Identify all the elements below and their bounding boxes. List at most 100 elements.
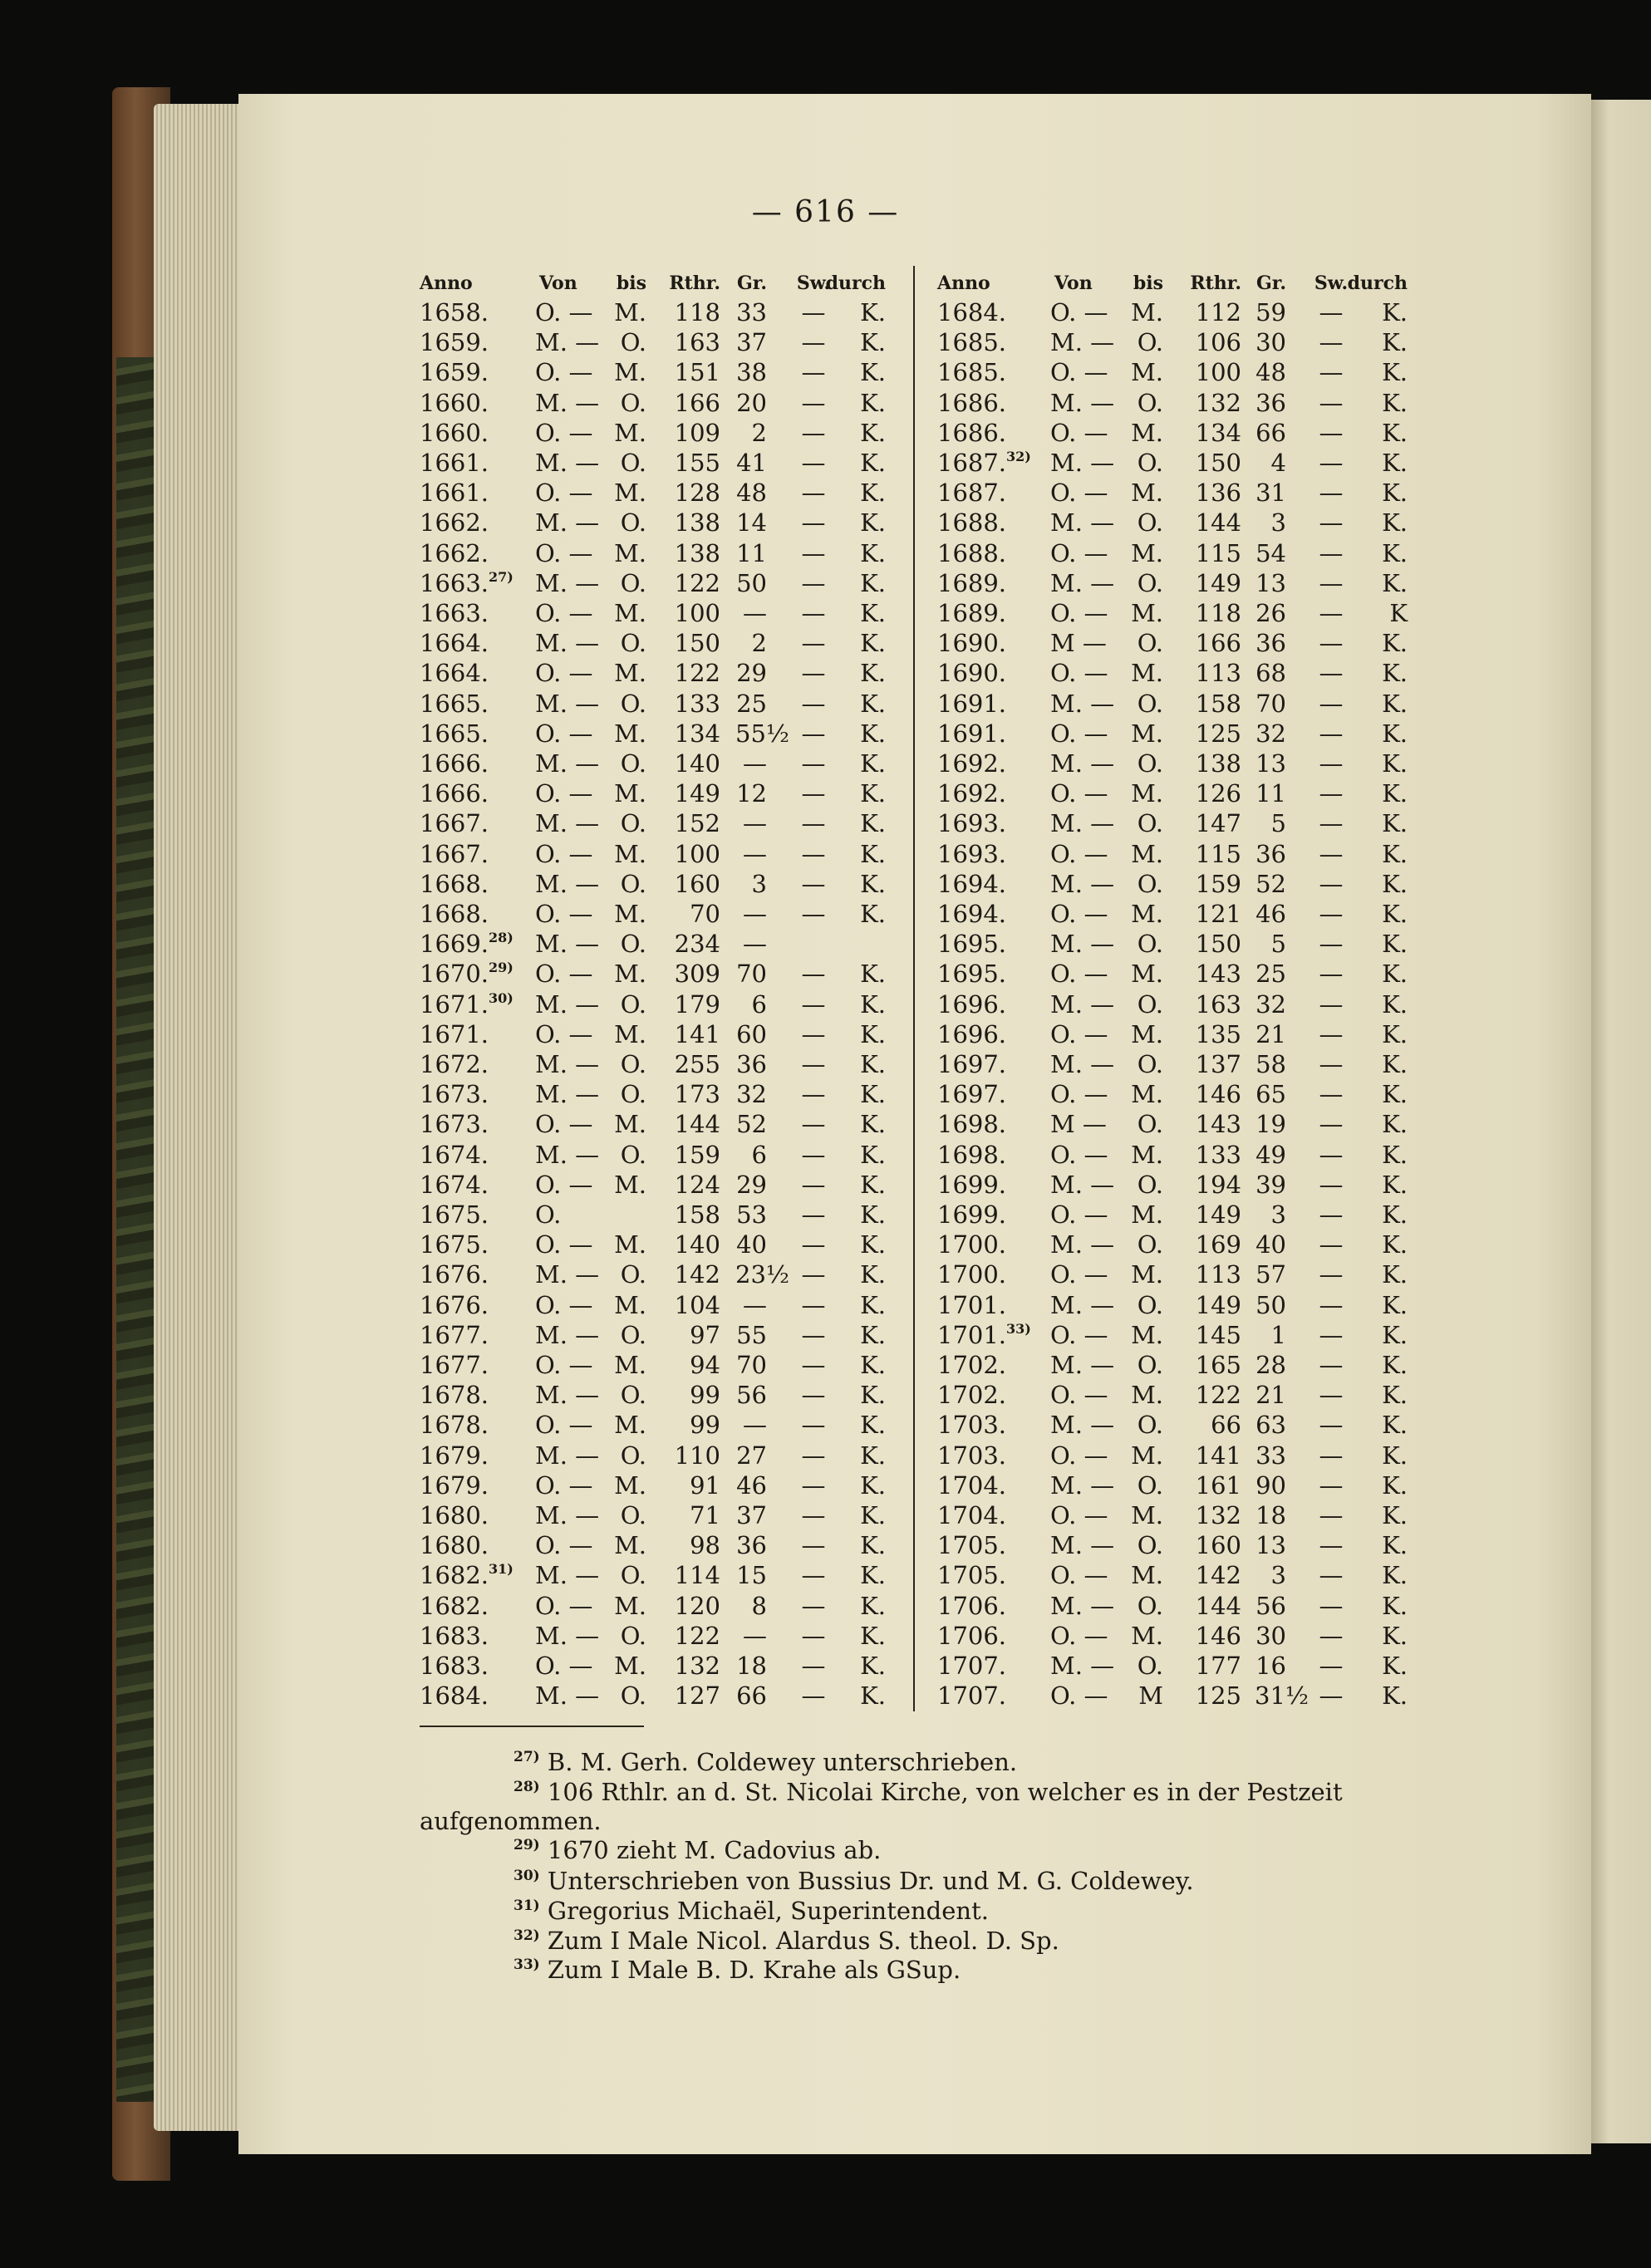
cell-sw: — [1319, 1320, 1344, 1349]
cell-sw: — [1319, 1290, 1344, 1319]
cell-von: M. — [535, 568, 600, 597]
cell-von: O. — [1050, 599, 1108, 627]
cell-gr: 48 [1255, 358, 1286, 387]
header-anno: Anno [937, 272, 990, 294]
cell-bis: M. [614, 479, 646, 508]
anno-year: 1701. [937, 1290, 1007, 1319]
anno-year: 1667. [420, 839, 489, 868]
cell-durch: K. [860, 1080, 886, 1109]
cell-sw: — [1319, 1411, 1344, 1440]
cell-gr: 13 [1255, 1531, 1286, 1560]
anno-year: 1684. [420, 1681, 489, 1711]
cell-rthr: 159 [1195, 869, 1241, 898]
header-anno: Anno [420, 272, 473, 294]
cell-sw: — [801, 869, 826, 898]
cell-sw: — [1319, 689, 1344, 718]
cell-von: O. — [1050, 659, 1108, 688]
cell-sw: — [801, 1080, 826, 1109]
cell-bis: M. [1131, 1080, 1163, 1109]
header-gr: Gr. [736, 272, 767, 294]
cell-durch: K. [860, 779, 886, 808]
cell-von: M. — [535, 1621, 600, 1650]
cell-anno: 1700. [937, 1230, 1006, 1259]
anno-year: 1674. [420, 1140, 489, 1169]
cell-rthr: 150 [1195, 449, 1241, 477]
cell-sw: — [1319, 1381, 1344, 1410]
cell-gr: 46 [736, 1470, 767, 1500]
anno-year: 1663. [420, 568, 489, 597]
cell-gr: 31 [1255, 479, 1286, 508]
anno-year: 1694. [937, 900, 1007, 928]
header-durch: durch [1347, 272, 1408, 294]
cell-von: O. — [1050, 538, 1108, 567]
cell-anno: 1675. [420, 1200, 489, 1230]
cell-von: M. — [535, 689, 600, 718]
cell-durch: K. [1382, 1591, 1408, 1620]
cell-rthr: 147 [1195, 809, 1241, 838]
cell-bis: M. [614, 839, 646, 868]
cell-rthr: 149 [1195, 568, 1241, 597]
anno-year: 1683. [420, 1621, 489, 1650]
cell-gr: 38 [736, 358, 767, 387]
cell-durch: K. [860, 989, 886, 1019]
cell-rthr: 104 [674, 1290, 720, 1319]
cell-anno: 1680. [420, 1500, 489, 1530]
cell-durch: K. [860, 388, 886, 417]
cell-durch: K. [860, 659, 886, 688]
cell-von: M. — [1050, 1230, 1115, 1259]
cell-rthr: 138 [674, 508, 720, 538]
cell-durch: K. [1382, 989, 1408, 1019]
cell-anno: 1702. [937, 1380, 1006, 1410]
cell-bis: O. [1137, 689, 1163, 718]
anno-year: 1693. [937, 809, 1007, 838]
cell-gr: 40 [1255, 1230, 1286, 1259]
cell-durch: K. [1382, 479, 1408, 508]
anno-year: 1665. [420, 719, 489, 748]
cell-von: O. — [1050, 960, 1108, 989]
header-bis: bis [1133, 272, 1163, 294]
footnote: aufgenommen. [420, 1806, 602, 1836]
cell-sw: — [801, 1441, 826, 1470]
anno-year: 1700. [937, 1230, 1007, 1259]
cell-von: O. — [535, 779, 593, 808]
anno-year: 1705. [937, 1531, 1007, 1560]
cell-rthr: 122 [674, 659, 720, 688]
cell-rthr: 177 [1195, 1652, 1241, 1680]
anno-year: 1666. [420, 749, 489, 778]
cell-anno: 1664. [420, 628, 489, 658]
cell-von: M. — [535, 629, 600, 658]
cell-anno: 1674. [420, 1170, 489, 1200]
cell-von: O. — [535, 1470, 593, 1500]
cell-bis: M. [614, 1110, 646, 1139]
footnote-ref: 32) [1006, 449, 1031, 464]
cell-rthr: 138 [1195, 749, 1241, 778]
footnote-text: 1670 zieht M. Cadovius ab. [547, 1836, 882, 1864]
cell-anno: 1699. [937, 1170, 1006, 1200]
cell-bis: O. [620, 1140, 646, 1169]
cell-rthr: 138 [674, 538, 720, 567]
cell-rthr: 125 [1195, 719, 1241, 748]
cell-anno: 1685. [937, 357, 1006, 387]
anno-year: 1687. [937, 479, 1007, 508]
header-gr: Gr. [1255, 272, 1286, 294]
cell-rthr: 159 [674, 1140, 720, 1169]
cell-gr: 8 [751, 1591, 767, 1620]
cell-bis: O. [1137, 1470, 1163, 1500]
cell-durch: K. [1382, 418, 1408, 447]
cell-anno: 1668. [420, 899, 489, 929]
footnote-number: 33) [513, 1956, 540, 1973]
cell-von: O. — [535, 538, 593, 567]
cell-bis: M. [1131, 599, 1163, 627]
cell-bis: O. [620, 689, 646, 718]
cell-bis: O. [1137, 568, 1163, 597]
cell-durch: K. [860, 1681, 886, 1711]
cell-sw: — [801, 1290, 826, 1319]
anno-year: 1668. [420, 869, 489, 898]
cell-anno: 1659. [420, 327, 489, 357]
cell-durch: K. [860, 839, 886, 868]
cell-von: M. — [1050, 1411, 1115, 1440]
cell-sw: — [801, 479, 826, 508]
cell-gr: 41 [736, 449, 767, 477]
cell-anno: 1661. [420, 478, 489, 508]
cell-anno: 1696. [937, 1019, 1006, 1049]
